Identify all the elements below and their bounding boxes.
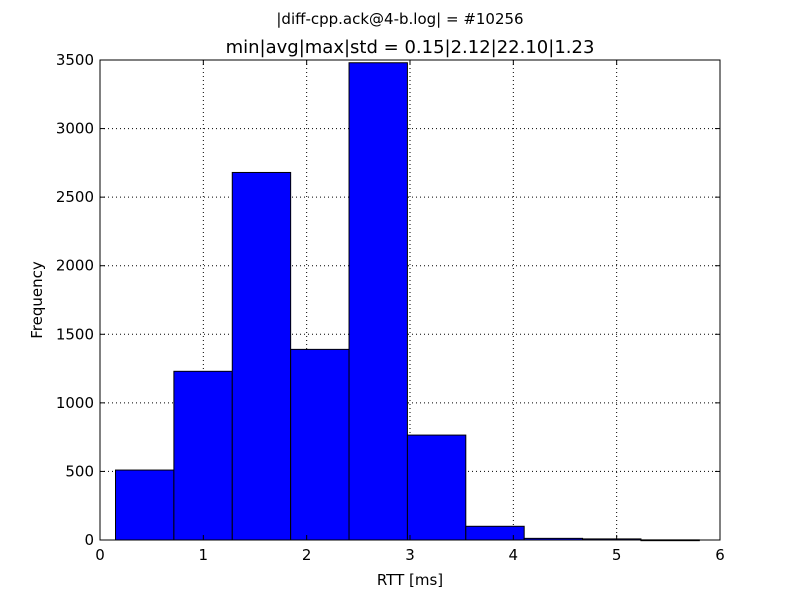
axis-ticks: 0 1 2 3 4 5 6 0 500 1000 1500 2000 2500 3000 3500 xyxy=(56,51,725,564)
histogram-bar-2 xyxy=(231,171,292,541)
y-tick-label-1: 500 xyxy=(65,462,94,480)
x-tick-label-4: 4 xyxy=(509,546,519,564)
y-tick-label-3: 1500 xyxy=(56,325,94,343)
histogram-bar-6 xyxy=(465,525,525,541)
y-axis-label: Frequency xyxy=(28,261,46,339)
chart-title: min|avg|max|std = 0.15|2.12|22.10|1.23 xyxy=(226,37,595,58)
x-tick-label-5: 5 xyxy=(612,546,622,564)
y-tick-label-2: 1000 xyxy=(56,394,94,412)
x-axis-label: RTT [ms] xyxy=(377,571,443,589)
y-tick-label-7: 3500 xyxy=(56,51,94,69)
y-tick-label-6: 3000 xyxy=(56,120,94,138)
y-tick-label-5: 2500 xyxy=(56,188,94,206)
histogram-bar-5 xyxy=(406,434,467,541)
x-tick-label-1: 1 xyxy=(199,546,209,564)
plot-frame xyxy=(99,59,721,541)
y-tick-label-4: 2000 xyxy=(56,257,94,275)
x-tick-label-2: 2 xyxy=(302,546,312,564)
histogram-bar-3 xyxy=(290,348,350,541)
y-tick-label-0: 0 xyxy=(84,531,94,549)
x-tick-label-3: 3 xyxy=(405,546,415,564)
histogram-bar-0 xyxy=(115,469,175,541)
figure-suptitle: |diff-cpp.ack@4-b.log| = #10256 xyxy=(276,10,524,28)
x-tick-label-6: 6 xyxy=(715,546,725,564)
x-tick-label-0: 0 xyxy=(95,546,105,564)
histogram-bar-1 xyxy=(173,370,233,541)
histogram-bar-4 xyxy=(348,62,408,541)
histogram-bars xyxy=(115,62,700,542)
